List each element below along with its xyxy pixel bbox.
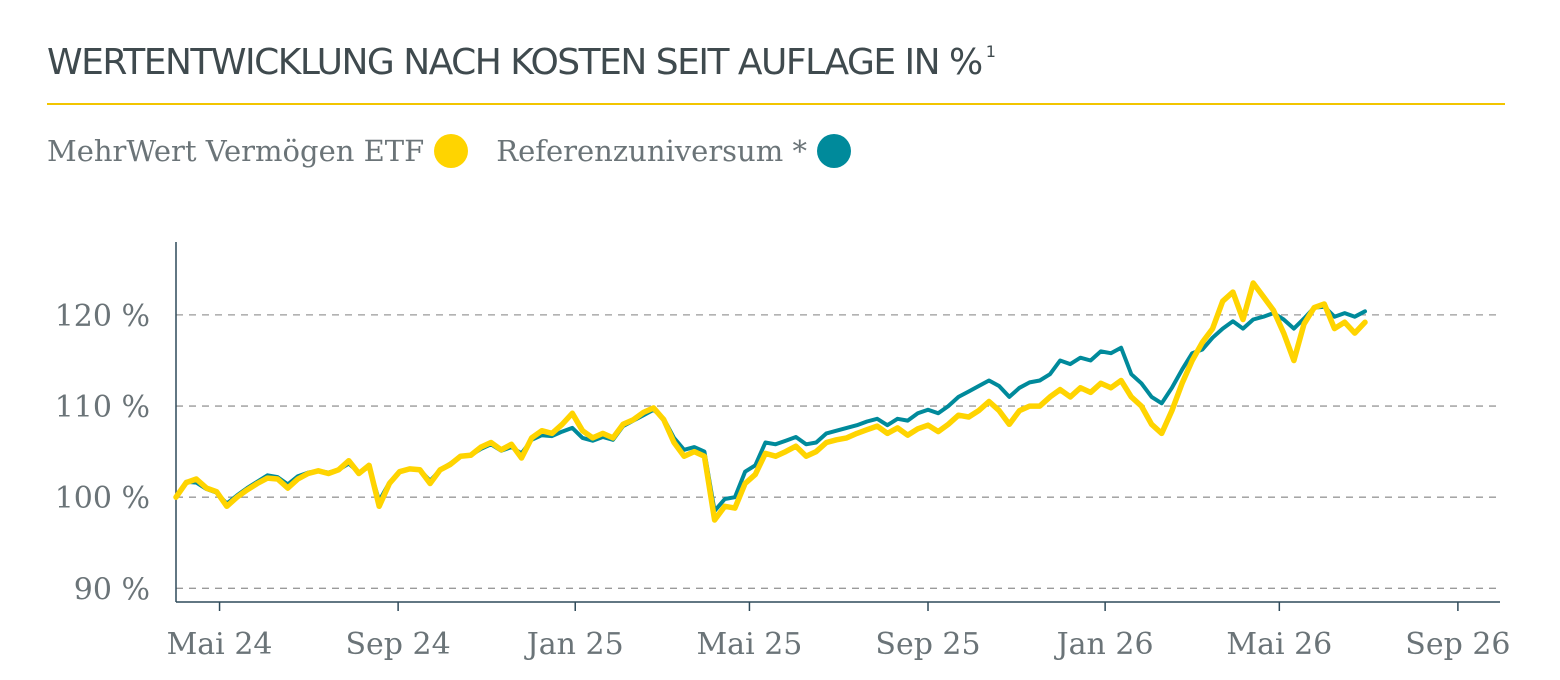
gridlines [176, 314, 1500, 589]
y-tick-label-90: 90 % [74, 572, 150, 607]
series-line-reference [174, 304, 1367, 513]
x-tick-label-0: Mai 24 [167, 627, 273, 662]
x-tick-label-7: Sep 26 [1405, 627, 1510, 662]
y-tick-label-100: 100 % [55, 481, 150, 516]
legend-item-reference: Referenzuniversum * [496, 134, 851, 168]
x-tick-label-5: Jan 26 [1054, 627, 1154, 662]
y-axis-ticks: 90 % 100 % 110 % 120 % [55, 299, 150, 607]
x-tick-label-6: Mai 26 [1226, 627, 1332, 662]
legend: MehrWert Vermögen ETF Referenzuniversum … [47, 134, 879, 168]
x-tick-label-3: Mai 25 [696, 627, 802, 662]
title-underline [47, 103, 1505, 105]
x-tick-label-2: Jan 25 [524, 627, 624, 662]
y-tick-label-110: 110 % [55, 390, 150, 425]
x-tick-label-1: Sep 24 [346, 627, 451, 662]
data-series [173, 280, 1368, 523]
x-axis-ticks: Mai 24 Sep 24 Jan 25 Mai 25 Sep 25 Jan 26 Mai … [167, 602, 1511, 662]
series-line-fund [173, 280, 1368, 523]
y-tick-label-120: 120 % [55, 299, 150, 334]
x-tick-label-4: Sep 25 [875, 627, 980, 662]
legend-label-reference: Referenzuniversum * [496, 134, 807, 168]
chart-title-text: WERTENTWICKLUNG NACH KOSTEN SEIT AUFLAGE… [47, 42, 983, 83]
legend-label-fund: MehrWert Vermögen ETF [47, 134, 425, 168]
footnote-marker: 1 [985, 42, 996, 61]
legend-swatch-reference [816, 134, 851, 168]
chart-title: WERTENTWICKLUNG NACH KOSTEN SEIT AUFLAGE… [47, 42, 996, 83]
legend-item-fund: MehrWert Vermögen ETF [47, 134, 469, 168]
legend-swatch-fund [434, 134, 469, 168]
